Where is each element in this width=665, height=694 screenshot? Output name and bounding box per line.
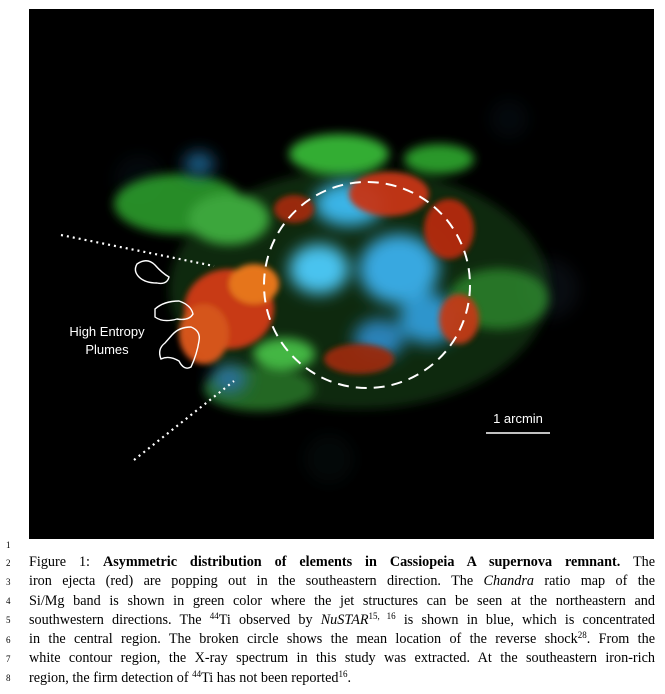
caption-line: white contour region, the X-ray spectrum…: [29, 649, 655, 668]
caption-line: in the central region. The broken circle…: [29, 630, 655, 649]
caption-text: iron ejecta (red) are popping out in the…: [29, 573, 474, 590]
caption-text: white contour region, the X-ray spectrum…: [29, 650, 655, 667]
caption-title: Asymmetric distribution of elements in C…: [102, 554, 621, 570]
white-contour-regions: [134, 260, 201, 369]
high-entropy-label-line1: High Entropy: [69, 324, 145, 339]
line-number: 5: [6, 615, 11, 625]
caption-text: southwestern directions. The: [29, 611, 202, 628]
scale-bar-label: 1 arcmin: [493, 411, 543, 426]
cassiopeia-a-image: High Entropy Plumes 1 arcmin: [60, 99, 579, 484]
caption-text: Ti has not been reported: [201, 669, 339, 686]
line-number: 3: [6, 577, 11, 587]
caption-text: region, the firm detection of: [29, 669, 189, 686]
citation-superscript: 16: [338, 668, 348, 679]
superscript: 44: [209, 610, 219, 621]
dotted-line-upper: [60, 233, 215, 268]
caption-line: southwestern directions. The 44Ti observ…: [29, 611, 655, 630]
line-number: 4: [6, 596, 11, 606]
caption-line: Si/Mg band is shown in green color where…: [29, 592, 655, 611]
figure-caption: Figure 1: Asymmetric distribution of ele…: [29, 553, 655, 688]
dotted-line-lower: [133, 380, 235, 461]
caption-text: Ti observed by: [218, 611, 313, 628]
caption-line: iron ejecta (red) are popping out in the…: [29, 572, 655, 591]
high-entropy-label-line2: Plumes: [85, 342, 129, 357]
caption-text: in the central region. The broken circle…: [29, 631, 578, 648]
caption-italic: Chandra: [483, 573, 534, 590]
line-number: 8: [6, 673, 11, 683]
line-number: 6: [6, 635, 11, 645]
caption-text: ratio map of the: [544, 573, 656, 590]
line-number: 7: [6, 654, 11, 664]
figure-label: Figure 1:: [29, 554, 91, 570]
caption-line: Figure 1: Asymmetric distribution of ele…: [29, 553, 655, 572]
line-number: 1: [6, 540, 11, 550]
citation-superscript: 15, 16: [368, 610, 396, 621]
line-number: 2: [6, 558, 11, 568]
caption-text: . From the: [586, 631, 655, 648]
caption-text: The: [632, 554, 656, 570]
caption-line: region, the firm detection of 44Ti has n…: [29, 669, 655, 688]
caption-text: Si/Mg band is shown in green color where…: [29, 592, 655, 609]
caption-text: is shown in blue, which is concentrated: [403, 611, 655, 628]
caption-text: .: [347, 669, 352, 686]
citation-superscript: 28: [577, 630, 587, 641]
superscript: 44: [192, 668, 202, 679]
figure-image: High Entropy Plumes 1 arcmin: [29, 9, 654, 539]
caption-italic: NuSTAR: [320, 611, 369, 628]
reverse-shock-circle: [263, 181, 471, 389]
